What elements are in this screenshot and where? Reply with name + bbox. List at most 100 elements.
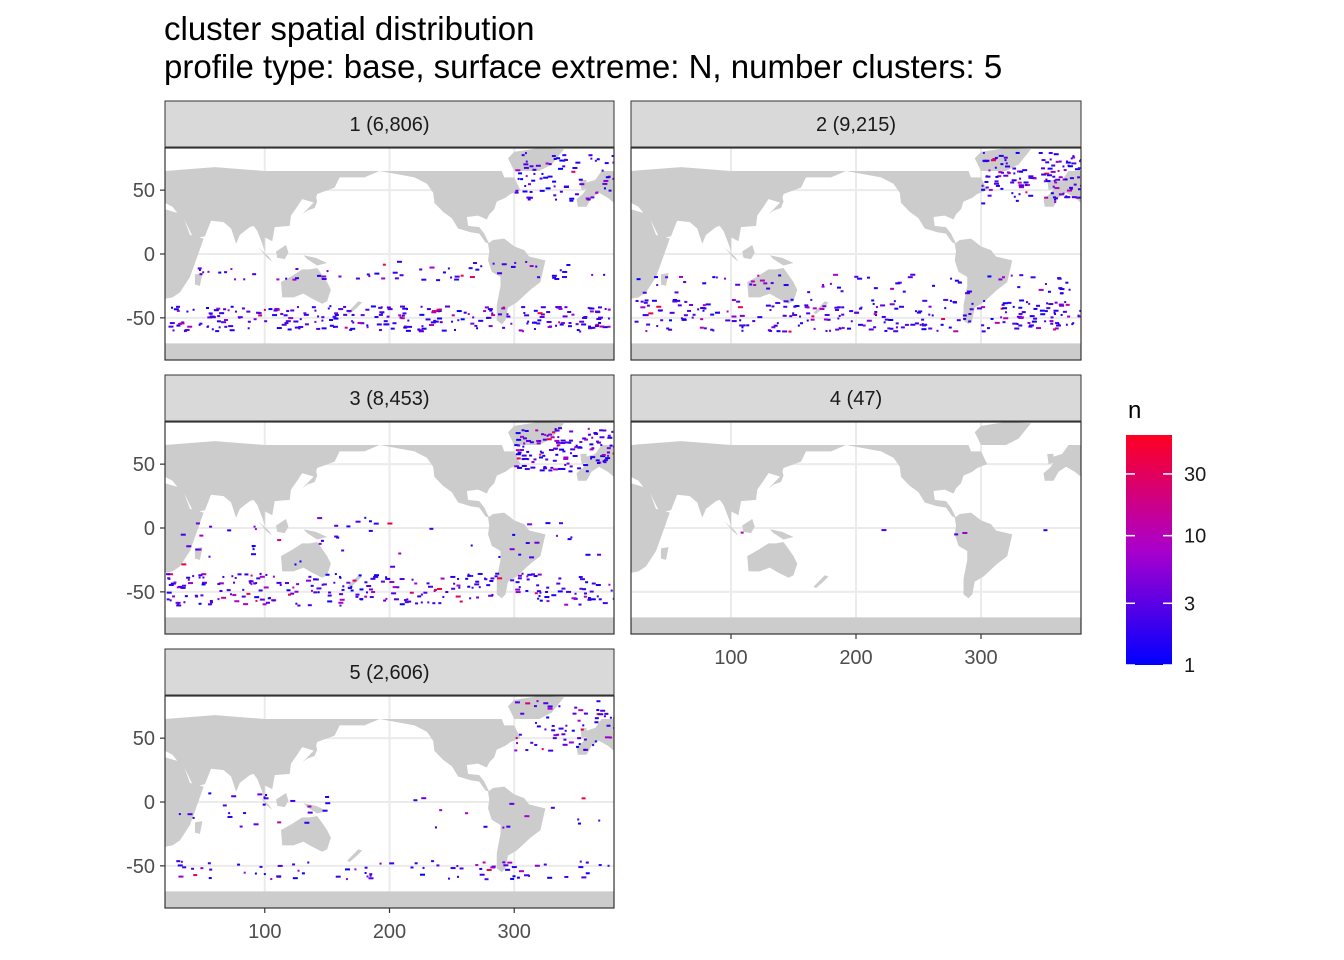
- profile-tile: [750, 280, 755, 283]
- profile-tile: [557, 590, 563, 593]
- profile-tile: [599, 429, 604, 432]
- profile-tile: [1012, 305, 1015, 308]
- profile-tile: [447, 267, 450, 270]
- profile-tile: [1058, 160, 1062, 163]
- profile-tile: [705, 303, 711, 306]
- profile-tile: [526, 450, 530, 453]
- profile-tile: [475, 268, 480, 271]
- legend-tick-label: 1: [1184, 655, 1195, 677]
- profile-tile: [333, 317, 339, 320]
- profile-tile: [507, 861, 513, 864]
- profile-tile: [517, 466, 523, 469]
- profile-tile: [247, 327, 250, 330]
- profile-tile: [1018, 186, 1024, 189]
- profile-tile: [451, 320, 454, 323]
- profile-tile: [253, 525, 256, 528]
- profile-tile: [537, 573, 542, 576]
- profile-tile: [873, 287, 878, 290]
- profile-tile: [198, 576, 201, 579]
- profile-tile: [571, 729, 575, 732]
- land-polygon: [580, 453, 587, 465]
- profile-tile: [403, 599, 407, 602]
- profile-tile: [399, 578, 405, 581]
- profile-tile: [1025, 183, 1028, 186]
- profile-tile: [359, 588, 364, 591]
- profile-tile: [385, 577, 391, 580]
- profile-tile: [445, 591, 449, 594]
- profile-tile: [907, 276, 913, 279]
- profile-tile: [369, 873, 373, 876]
- profile-tile: [420, 305, 423, 308]
- profile-tile: [981, 184, 984, 187]
- profile-tile: [596, 462, 600, 465]
- profile-tile: [1065, 161, 1071, 164]
- profile-tile: [557, 444, 561, 447]
- profile-tile: [537, 597, 540, 600]
- profile-tile: [543, 467, 548, 470]
- profile-tile: [570, 448, 576, 451]
- profile-tile: [609, 444, 613, 447]
- profile-tile: [587, 306, 590, 309]
- profile-tile: [1058, 193, 1064, 196]
- profile-tile: [467, 585, 471, 588]
- profile-tile: [329, 324, 334, 327]
- profile-tile: [702, 309, 705, 312]
- profile-tile: [1041, 159, 1046, 162]
- profile-tile: [579, 320, 585, 323]
- profile-tile: [515, 432, 521, 435]
- profile-tile: [184, 595, 188, 598]
- profile-tile: [550, 466, 554, 469]
- profile-tile: [569, 197, 575, 200]
- profile-tile: [888, 318, 894, 321]
- profile-tile: [467, 573, 470, 576]
- profile-tile: [1045, 161, 1050, 164]
- profile-tile: [293, 320, 299, 323]
- profile-tile: [325, 802, 331, 805]
- profile-tile: [943, 298, 949, 301]
- profile-tile: [249, 581, 252, 584]
- profile-tile: [494, 575, 498, 578]
- profile-tile: [346, 525, 351, 528]
- profile-tile: [679, 275, 684, 278]
- facet-strip: [164, 374, 615, 422]
- profile-tile: [712, 276, 716, 279]
- chart-title: cluster spatial distribution: [164, 10, 535, 47]
- profile-tile: [442, 271, 446, 274]
- profile-tile: [981, 330, 986, 333]
- profile-tile: [366, 326, 369, 329]
- profile-tile: [558, 427, 563, 430]
- land-polygon: [488, 786, 546, 873]
- profile-tile: [660, 319, 664, 322]
- profile-tile: [304, 323, 309, 326]
- profile-tile: [288, 317, 294, 320]
- land-polygon: [724, 521, 739, 536]
- profile-tile: [866, 319, 872, 322]
- profile-tile: [918, 310, 923, 313]
- profile-tile: [521, 306, 526, 309]
- profile-tile: [881, 315, 886, 318]
- profile-tile: [778, 274, 782, 277]
- profile-tile: [596, 441, 601, 444]
- profile-tile: [572, 454, 578, 457]
- profile-tile: [1011, 192, 1014, 195]
- profile-tile: [568, 741, 574, 744]
- profile-tile: [456, 310, 462, 313]
- profile-tile: [1044, 196, 1049, 199]
- profile-tile: [587, 427, 590, 430]
- profile-tile: [368, 877, 374, 880]
- profile-tile: [419, 268, 423, 271]
- profile-tile: [563, 185, 569, 188]
- profile-tile: [370, 577, 376, 580]
- profile-tile: [393, 598, 399, 601]
- profile-tile: [589, 590, 594, 593]
- profile-tile: [1016, 322, 1019, 325]
- profile-tile: [532, 168, 537, 171]
- profile-tile: [366, 324, 369, 327]
- x-tick-label: 100: [714, 647, 747, 669]
- profile-tile: [557, 436, 560, 439]
- profile-tile: [360, 314, 365, 317]
- profile-tile: [193, 874, 198, 877]
- profile-tile: [562, 450, 566, 453]
- profile-tile: [207, 325, 210, 328]
- profile-tile: [421, 797, 427, 800]
